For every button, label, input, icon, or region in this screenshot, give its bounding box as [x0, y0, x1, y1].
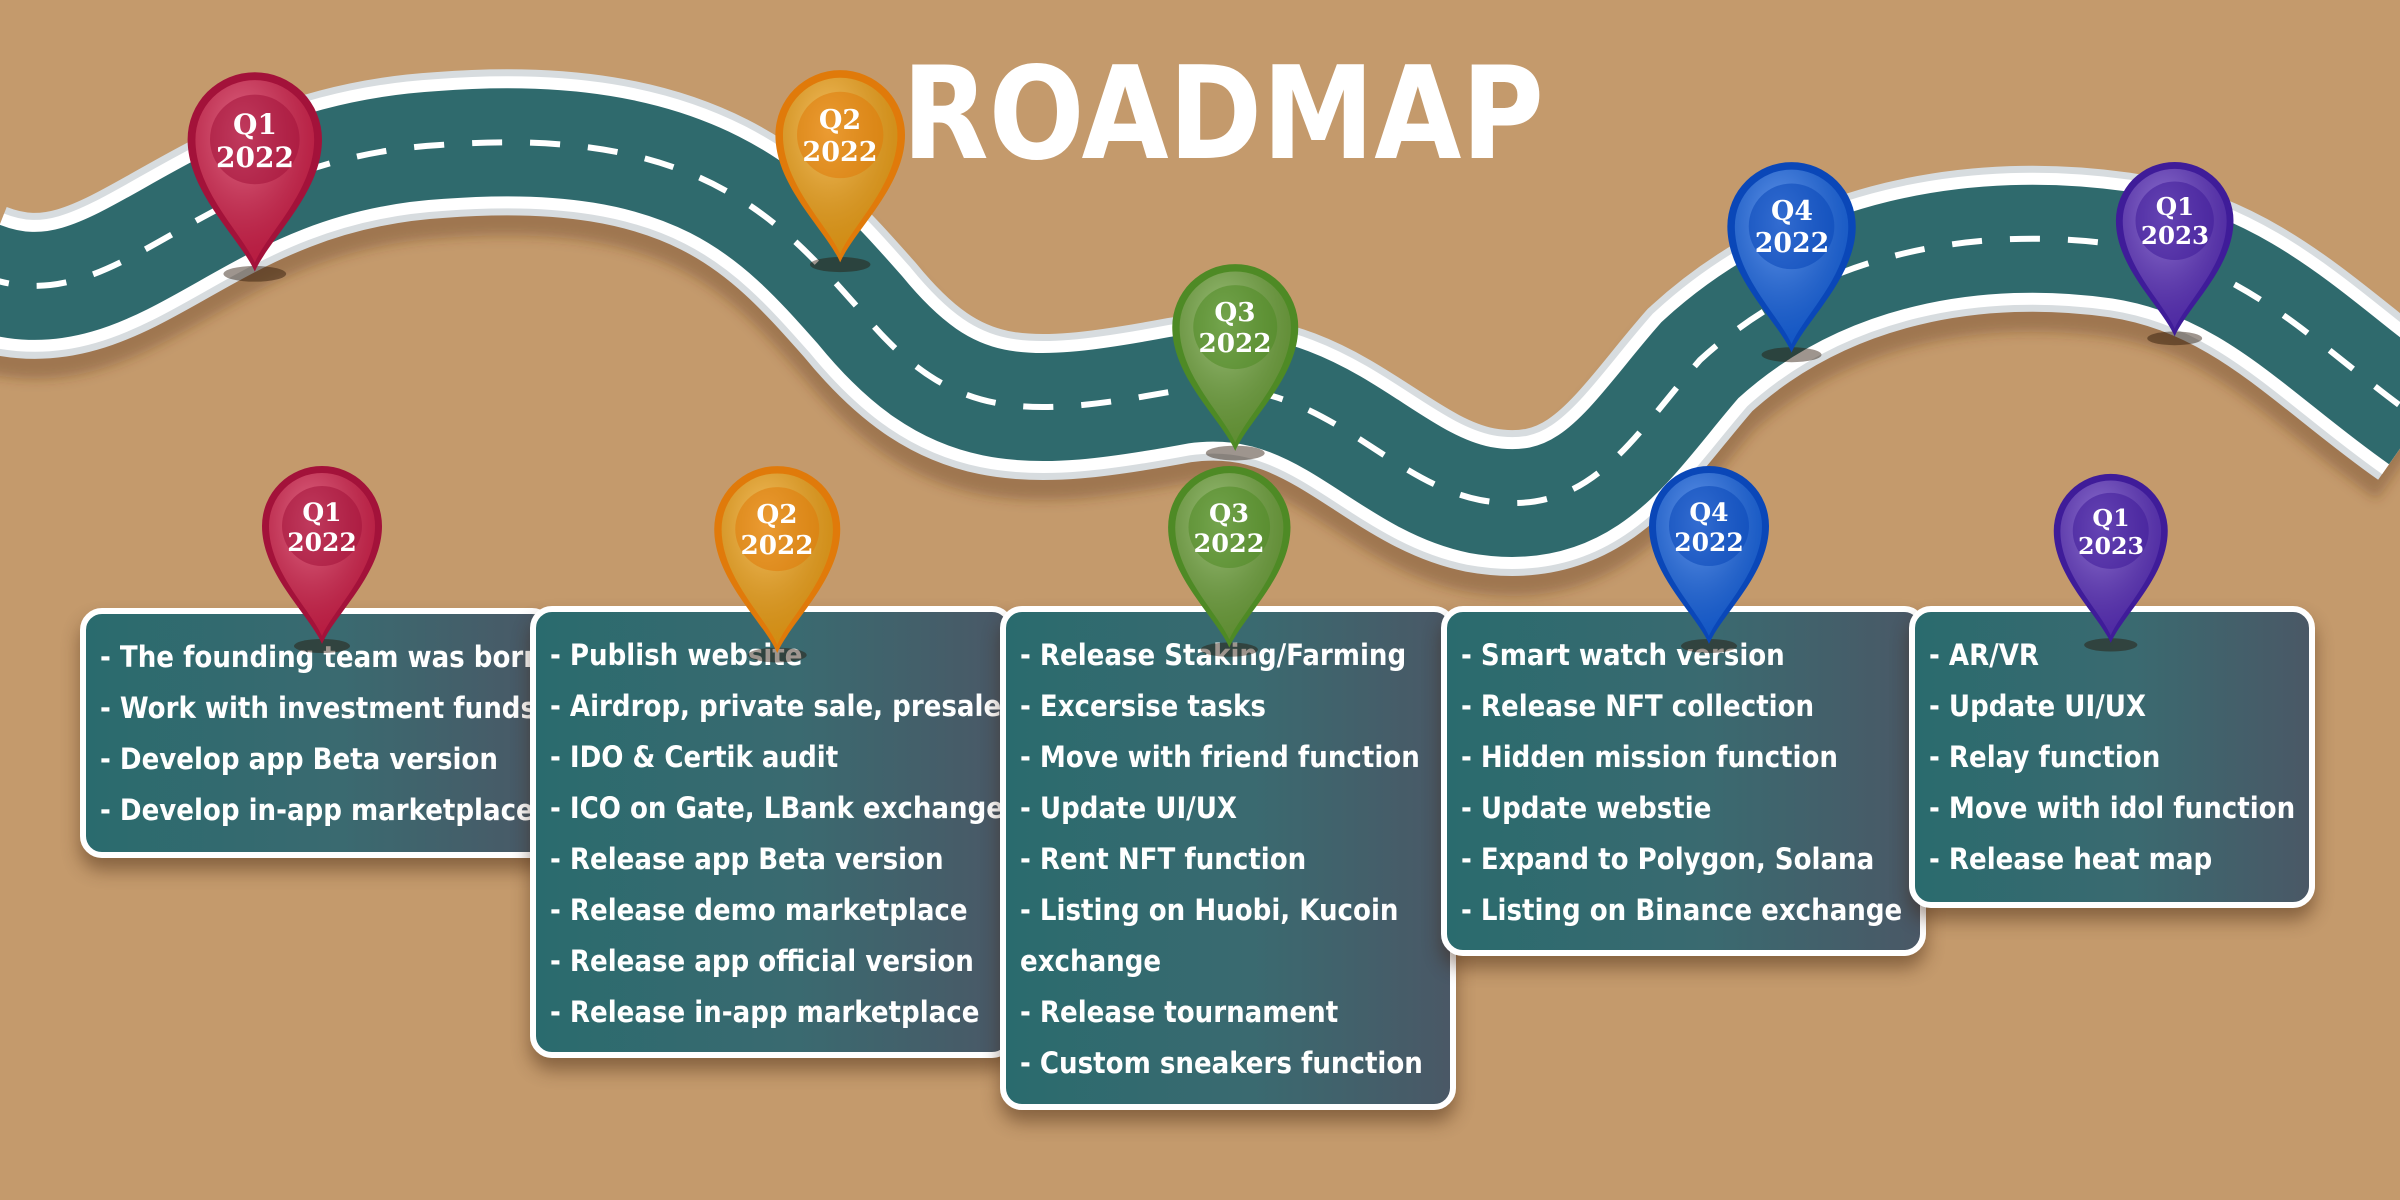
milestone-item: - Smart watch version — [1461, 638, 1785, 672]
map-pin-icon — [714, 466, 840, 663]
milestone-item: - Relay function — [1929, 740, 2161, 774]
pin-quarter: Q3 — [1214, 296, 1256, 328]
milestone-item: - ICO on Gate, LBank exchange — [550, 791, 1004, 825]
pin-year: 2022 — [740, 529, 814, 561]
milestone-item: - Move with friend function — [1020, 740, 1420, 774]
pin-quarter: Q4 — [1689, 498, 1729, 527]
map-pin-icon — [262, 466, 382, 653]
pin-quarter: Q4 — [1771, 196, 1813, 228]
road-pin-q3-2022: Q3 2022 — [1167, 262, 1304, 462]
pin-quarter: Q1 — [2155, 192, 2195, 222]
map-pin-icon — [1167, 466, 1291, 657]
map-pin-icon — [775, 70, 905, 273]
map-pin-icon — [1727, 162, 1857, 363]
milestone-item: - Move with idol function — [1929, 791, 2296, 825]
pin-year: 2022 — [1198, 327, 1272, 359]
pin-year: 2022 — [287, 527, 357, 557]
page-title: ROADMAP — [902, 40, 1544, 189]
pin-year: 2022 — [1674, 527, 1744, 557]
pin-quarter: Q2 — [818, 104, 862, 136]
phase-pin-q1-2023: Q1 2023 — [2049, 472, 2173, 653]
pin-quarter: Q1 — [233, 108, 277, 142]
pin-year: 2023 — [2140, 221, 2210, 251]
milestone-item: - Hidden mission function — [1461, 740, 1838, 774]
milestone-item: - Airdrop, private sale, presale — [550, 689, 1002, 723]
pin-quarter: Q3 — [1209, 498, 1249, 529]
map-pin-icon — [2116, 161, 2234, 346]
milestone-item: - Release app Beta version — [550, 842, 944, 876]
pin-year: 2022 — [1754, 227, 1830, 259]
milestone-item: - Release heat map — [1929, 842, 2213, 876]
phase-pin-q4-2022: Q4 2022 — [1644, 464, 1774, 654]
milestone-list: - The founding team was born - Work with … — [100, 632, 542, 836]
map-pin-icon — [1172, 264, 1298, 461]
milestone-item: - Rent NFT function — [1020, 842, 1307, 876]
road-pin-q1-2023: Q1 2023 — [2111, 160, 2238, 346]
milestone-item: - Release tournament — [1020, 995, 1339, 1029]
milestone-item: - Listing on Huobi, Kucoin exchange — [1020, 893, 1399, 978]
pin-year: 2022 — [216, 141, 294, 175]
phase-card-q3-2022: - Release Staking/Farming - Excersise tas… — [1000, 606, 1456, 1110]
milestone-item: - The founding team was born — [100, 640, 542, 674]
milestone-list: - AR/VR - Update UI/UX - Relay function - M… — [1929, 630, 2295, 885]
pin-quarter: Q1 — [302, 498, 342, 527]
pin-year: 2022 — [1193, 528, 1265, 559]
milestone-item: - Release in-app marketplace — [550, 995, 980, 1029]
milestone-item: - Excersise tasks — [1020, 689, 1266, 723]
phase-pin-q1-2022: Q1 2022 — [257, 464, 387, 654]
milestone-item: - Release NFT collection — [1461, 689, 1815, 723]
pin-quarter: Q1 — [2092, 504, 2130, 533]
milestone-item: - Release Staking/Farming — [1020, 638, 1407, 672]
milestone-item: - Develop in-app marketplace — [100, 793, 534, 827]
road-pin-q4-2022: Q4 2022 — [1722, 160, 1861, 363]
phase-pin-q3-2022: Q3 2022 — [1163, 464, 1296, 658]
pin-year: 2023 — [2077, 532, 2145, 561]
phase-card-q2-2022: - Publish website - Airdrop, private sale… — [530, 606, 1014, 1058]
road-pin-q2-2022: Q2 2022 — [770, 68, 910, 273]
milestone-item: - Release app official version — [550, 944, 974, 978]
milestone-item: - Custom sneakers function — [1020, 1046, 1423, 1080]
map-pin-icon — [2054, 473, 2168, 652]
milestone-item: - Expand to Polygon, Solana — [1461, 842, 1875, 876]
phase-card-q4-2022: - Smart watch version - Release NFT colle… — [1441, 606, 1926, 956]
milestone-list: - Smart watch version - Release NFT colle… — [1461, 630, 1906, 936]
milestone-item: - Update UI/UX — [1929, 689, 2147, 723]
milestone-item: - Develop app Beta version — [100, 742, 498, 776]
milestone-list: - Release Staking/Farming - Excersise tas… — [1020, 630, 1436, 1089]
milestone-item: - Update webstie — [1461, 791, 1712, 825]
milestone-item: - Update UI/UX — [1020, 791, 1238, 825]
milestone-item: - Publish website — [550, 638, 803, 672]
milestone-item: - AR/VR — [1929, 638, 2040, 672]
milestone-item: - IDO & Certik audit — [550, 740, 839, 774]
phase-card-q1-2022: - The founding team was born - Work with … — [80, 608, 554, 858]
map-pin-icon — [187, 72, 323, 282]
pin-quarter: Q2 — [756, 498, 798, 530]
pin-year: 2022 — [802, 136, 878, 168]
milestone-list: - Publish website - Airdrop, private sale… — [550, 630, 1004, 1038]
phase-pin-q2-2022: Q2 2022 — [709, 464, 846, 664]
milestone-item: - Listing on Binance exchange — [1461, 893, 1903, 927]
map-pin-icon — [1649, 466, 1769, 653]
milestone-item: - Release demo marketplace — [550, 893, 968, 927]
road-pin-q1-2022: Q1 2022 — [182, 70, 328, 283]
milestone-item: - Work with investment funds — [100, 691, 537, 725]
